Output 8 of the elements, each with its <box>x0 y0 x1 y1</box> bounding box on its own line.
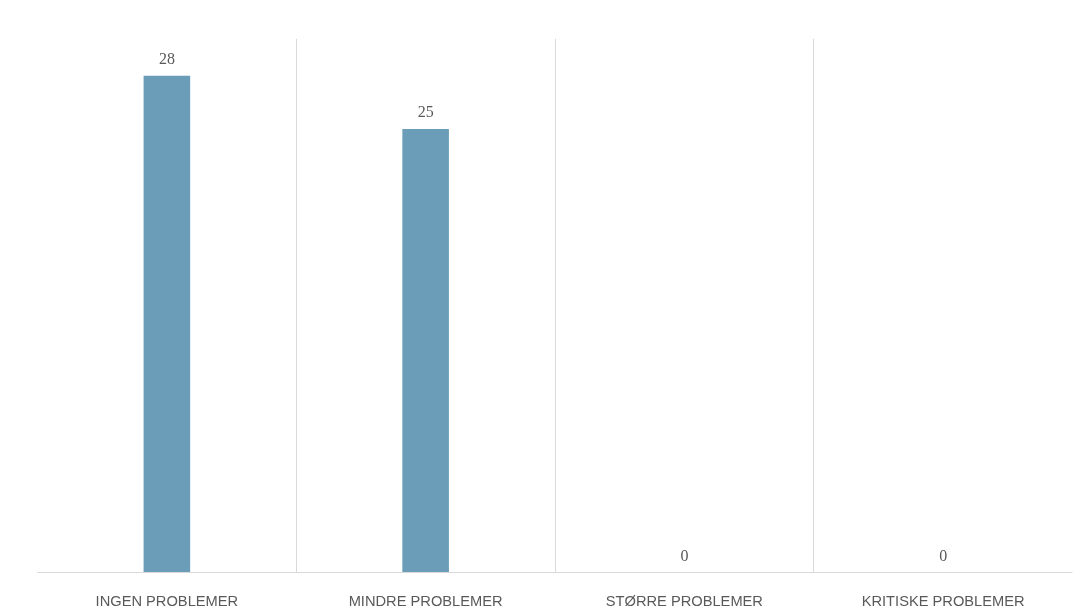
x-tick-label: KRITISKE PROBLEMER <box>861 592 1025 609</box>
data-label: 28 <box>158 49 175 67</box>
x-tick-label: MINDRE PROBLEMER <box>348 592 503 609</box>
data-label: 0 <box>939 546 948 564</box>
data-label: 25 <box>417 102 434 120</box>
x-tick-label: STØRRE PROBLEMER <box>605 592 763 609</box>
x-tick-label: INGEN PROBLEMER <box>95 592 239 609</box>
data-label: 0 <box>680 546 689 564</box>
